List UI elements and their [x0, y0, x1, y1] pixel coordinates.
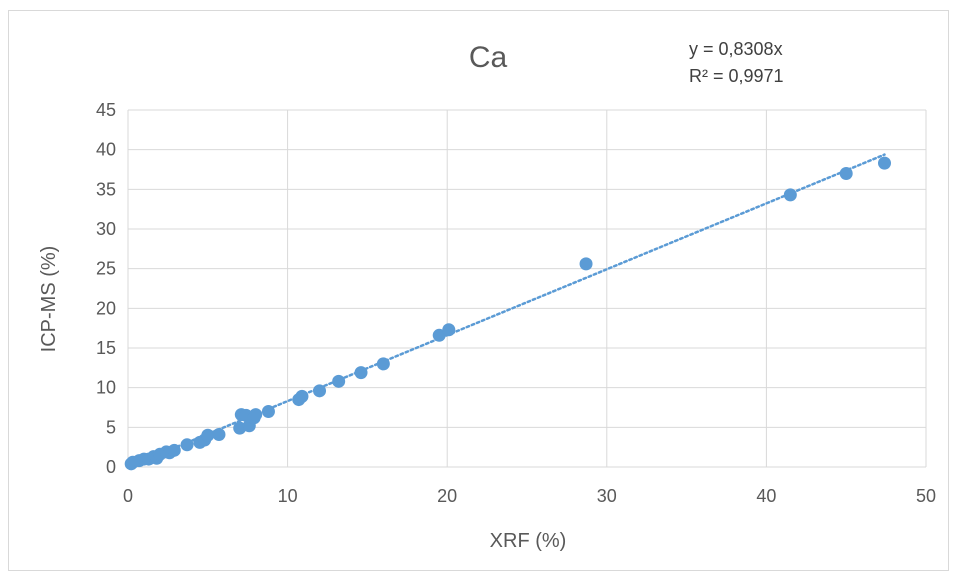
y-tick-label: 25 [96, 259, 116, 279]
x-tick-label: 10 [278, 486, 298, 506]
data-point [442, 323, 456, 337]
data-point [839, 166, 853, 180]
y-tick-label: 15 [96, 338, 116, 358]
data-point [332, 374, 346, 388]
data-point [295, 389, 309, 403]
y-tick-label: 35 [96, 179, 116, 199]
y-tick-label: 10 [96, 378, 116, 398]
data-point [261, 404, 275, 418]
data-point [579, 257, 593, 271]
y-tick-labels: 0 5 10 15 20 25 30 35 40 45 [96, 100, 116, 477]
y-axis-label: ICP-MS (%) [38, 246, 60, 353]
x-tick-label: 30 [597, 486, 617, 506]
y-tick-label: 20 [96, 298, 116, 318]
data-point [878, 156, 892, 170]
x-tick-label: 40 [756, 486, 776, 506]
data-point [313, 384, 327, 398]
y-tick-label: 30 [96, 219, 116, 239]
trendline-group [129, 153, 886, 467]
y-tick-label: 40 [96, 140, 116, 160]
data-point [212, 427, 226, 441]
data-point [249, 408, 263, 422]
scatter-chart: 0 5 10 15 20 25 30 35 40 45 0 10 20 30 40 50 Ca y = 0,… [38, 39, 936, 552]
x-tick-labels: 0 10 20 30 40 50 [123, 486, 936, 506]
y-tick-label: 45 [96, 100, 116, 120]
data-point [180, 438, 194, 452]
trendline [129, 153, 886, 467]
y-tick-label: 0 [106, 457, 116, 477]
x-axis-label: XRF (%) [490, 530, 567, 552]
data-points [124, 156, 892, 471]
y-tick-label: 5 [106, 417, 116, 437]
x-tick-label: 50 [916, 486, 936, 506]
gridlines [127, 109, 927, 468]
x-tick-label: 20 [437, 486, 457, 506]
trendline-equation: y = 0,8308x [689, 39, 783, 59]
data-point [201, 428, 215, 442]
x-tick-label: 0 [123, 486, 133, 506]
trendline-r-squared: R² = 0,9971 [689, 66, 784, 86]
chart-area: 0 5 10 15 20 25 30 35 40 45 0 10 20 30 40 50 Ca y = 0,… [8, 10, 949, 571]
data-point [376, 357, 390, 371]
data-point [783, 188, 797, 202]
data-point [354, 366, 368, 380]
data-point [167, 443, 181, 457]
chart-title: Ca [469, 41, 508, 74]
data-point [432, 328, 446, 342]
